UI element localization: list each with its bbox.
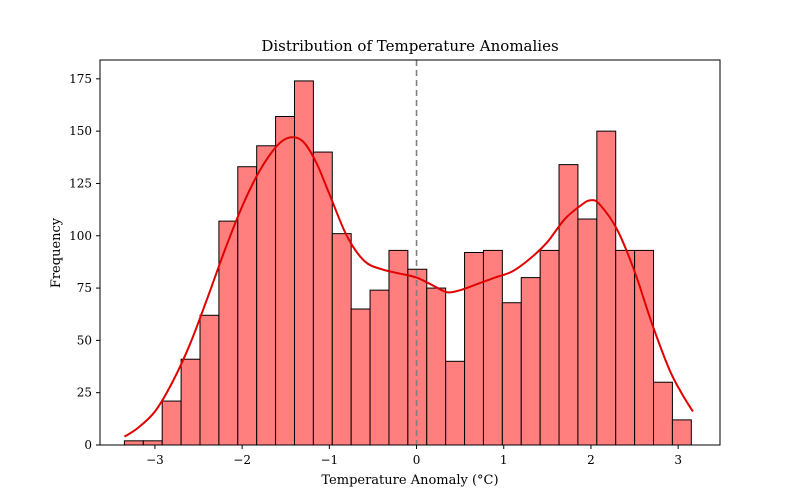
x-axis-ticks: −3 −2 −1 0 1 2 3: [146, 445, 682, 467]
histogram-bar: [218, 220, 239, 446]
x-tick-label: 2: [587, 453, 595, 467]
x-tick-label: 1: [500, 453, 508, 467]
histogram-bar: [558, 164, 579, 446]
histogram-bar: [577, 218, 598, 446]
chart-title: Distribution of Temperature Anomalies: [261, 37, 558, 55]
histogram-bar: [331, 233, 352, 446]
histogram-bar: [653, 381, 673, 446]
histogram-bar: [293, 80, 314, 446]
histogram-bar: [256, 145, 277, 446]
x-axis-label: Temperature Anomaly (°C): [321, 473, 498, 488]
histogram-bar: [464, 252, 484, 446]
histogram-bar: [482, 249, 503, 446]
plot-frame: [99, 59, 721, 446]
histogram-bars: [123, 80, 692, 446]
histogram-bar: [445, 360, 466, 446]
y-tick-label: 100: [69, 229, 92, 243]
histogram-bar: [161, 400, 182, 446]
y-tick-label: 175: [69, 72, 92, 86]
y-tick-label: 125: [69, 176, 92, 190]
x-tick-label: −1: [320, 453, 338, 467]
histogram-bar: [520, 277, 541, 446]
histogram-bar: [275, 115, 295, 446]
histogram-bar: [426, 287, 447, 446]
histogram-bar: [142, 440, 163, 446]
histogram-bar: [596, 130, 617, 446]
histogram-bar: [180, 358, 201, 446]
histogram-bar: [615, 249, 636, 446]
y-tick-label: 150: [69, 124, 92, 138]
y-tick-label: 25: [77, 386, 92, 400]
histogram-bar: [501, 302, 522, 446]
histogram-bar: [671, 419, 692, 446]
histogram-bar: [199, 314, 220, 446]
histogram-bar: [388, 249, 409, 446]
x-tick-label: −3: [146, 453, 164, 467]
y-tick-label: 50: [77, 333, 92, 347]
y-tick-label: 0: [84, 438, 92, 452]
y-axis-ticks: 0 25 50 75 100 125 150 175: [69, 72, 100, 452]
histogram-bar: [539, 249, 560, 446]
x-tick-label: 3: [674, 453, 682, 467]
kde-curve: [123, 136, 694, 438]
histogram-bar: [123, 440, 144, 446]
y-axis-label: Frequency: [49, 217, 64, 288]
histogram-bar: [350, 308, 371, 446]
x-tick-label: −2: [233, 453, 251, 467]
x-tick-label: 0: [413, 453, 421, 467]
histogram-bar: [369, 289, 390, 446]
y-tick-label: 75: [77, 281, 92, 295]
